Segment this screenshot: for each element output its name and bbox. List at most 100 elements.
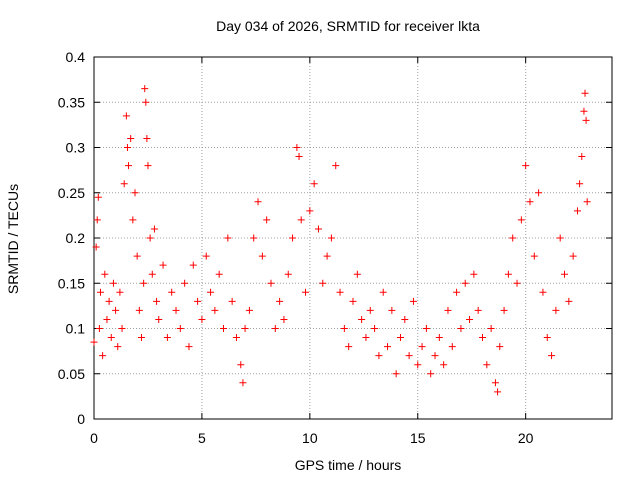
data-point bbox=[263, 216, 271, 224]
data-point bbox=[289, 234, 297, 242]
data-point bbox=[543, 334, 551, 342]
data-point bbox=[561, 270, 569, 278]
data-point bbox=[530, 252, 538, 260]
axis-ticks: 0 0.05 0.1 0.15 0.2 0.25 0.3 0.35 0.4 0 5 10 15 20 bbox=[58, 49, 612, 446]
data-point bbox=[319, 279, 327, 287]
data-point bbox=[276, 297, 284, 305]
data-point bbox=[535, 189, 543, 197]
data-point bbox=[194, 297, 202, 305]
data-point bbox=[198, 315, 206, 323]
data-point bbox=[384, 343, 392, 351]
data-point bbox=[401, 315, 409, 323]
data-point bbox=[479, 334, 486, 342]
x-tick-label: 10 bbox=[302, 430, 318, 446]
data-point bbox=[211, 306, 219, 314]
data-point bbox=[250, 234, 258, 242]
data-point bbox=[466, 315, 474, 323]
data-point bbox=[95, 325, 103, 332]
data-point bbox=[172, 306, 180, 314]
data-point bbox=[422, 325, 430, 332]
data-point bbox=[146, 234, 154, 242]
data-point bbox=[302, 288, 310, 296]
data-point bbox=[336, 288, 344, 296]
data-point bbox=[504, 270, 512, 278]
data-point bbox=[470, 270, 478, 278]
data-point bbox=[580, 107, 588, 115]
data-point bbox=[189, 261, 197, 269]
data-point bbox=[375, 352, 383, 360]
data-point bbox=[123, 144, 131, 151]
data-point bbox=[583, 198, 591, 206]
y-tick-label: 0.2 bbox=[66, 230, 86, 246]
data-point bbox=[215, 270, 223, 278]
data-point bbox=[569, 252, 577, 260]
x-tick-label: 20 bbox=[518, 430, 534, 446]
y-tick-label: 0.25 bbox=[58, 185, 85, 201]
data-point bbox=[444, 306, 452, 314]
data-point bbox=[556, 234, 564, 242]
data-point bbox=[491, 379, 499, 387]
data-point bbox=[306, 207, 314, 215]
data-points bbox=[90, 85, 591, 396]
data-point bbox=[340, 325, 348, 332]
data-point bbox=[582, 116, 590, 124]
data-point bbox=[427, 370, 435, 378]
data-point bbox=[284, 270, 292, 278]
data-point bbox=[349, 297, 357, 305]
data-point bbox=[552, 306, 560, 314]
data-point bbox=[323, 252, 331, 260]
data-point bbox=[379, 288, 387, 296]
data-point bbox=[140, 279, 148, 287]
data-point bbox=[509, 234, 517, 242]
data-point bbox=[103, 315, 111, 323]
data-point bbox=[332, 162, 340, 170]
data-point bbox=[310, 180, 318, 188]
data-point bbox=[494, 388, 502, 396]
y-tick-label: 0.15 bbox=[58, 275, 85, 291]
data-point bbox=[271, 325, 279, 332]
data-point bbox=[135, 306, 143, 314]
data-point bbox=[366, 306, 374, 314]
data-point bbox=[517, 216, 525, 224]
data-point bbox=[112, 306, 120, 314]
data-point bbox=[159, 261, 167, 269]
data-point bbox=[396, 334, 404, 342]
data-point bbox=[153, 297, 161, 305]
data-point bbox=[474, 306, 482, 314]
data-point bbox=[94, 193, 102, 201]
data-point bbox=[392, 370, 400, 378]
data-point bbox=[483, 361, 491, 369]
data-point bbox=[109, 279, 117, 287]
data-point bbox=[573, 207, 581, 215]
data-point bbox=[526, 198, 534, 206]
data-point bbox=[107, 334, 115, 342]
data-point bbox=[232, 334, 240, 342]
data-point bbox=[414, 361, 422, 369]
data-point bbox=[101, 270, 109, 278]
data-point bbox=[133, 252, 141, 260]
data-point bbox=[120, 180, 128, 188]
data-point bbox=[122, 112, 130, 120]
data-point bbox=[405, 352, 413, 360]
data-point bbox=[129, 216, 137, 224]
data-point bbox=[163, 334, 171, 342]
data-point bbox=[148, 270, 156, 278]
data-point bbox=[371, 325, 379, 332]
data-point bbox=[99, 352, 107, 360]
data-point bbox=[254, 198, 262, 206]
data-point bbox=[539, 288, 547, 296]
y-tick-label: 0.35 bbox=[58, 94, 85, 110]
data-point bbox=[131, 189, 139, 197]
data-point bbox=[314, 225, 322, 233]
data-point bbox=[496, 343, 504, 351]
data-point bbox=[118, 325, 126, 332]
data-point bbox=[487, 325, 495, 332]
data-point bbox=[353, 270, 361, 278]
data-point bbox=[431, 352, 439, 360]
data-point bbox=[522, 162, 530, 170]
data-point bbox=[90, 338, 98, 346]
data-point bbox=[168, 288, 176, 296]
data-point bbox=[297, 216, 305, 224]
data-point bbox=[241, 325, 249, 332]
data-point bbox=[144, 162, 152, 170]
